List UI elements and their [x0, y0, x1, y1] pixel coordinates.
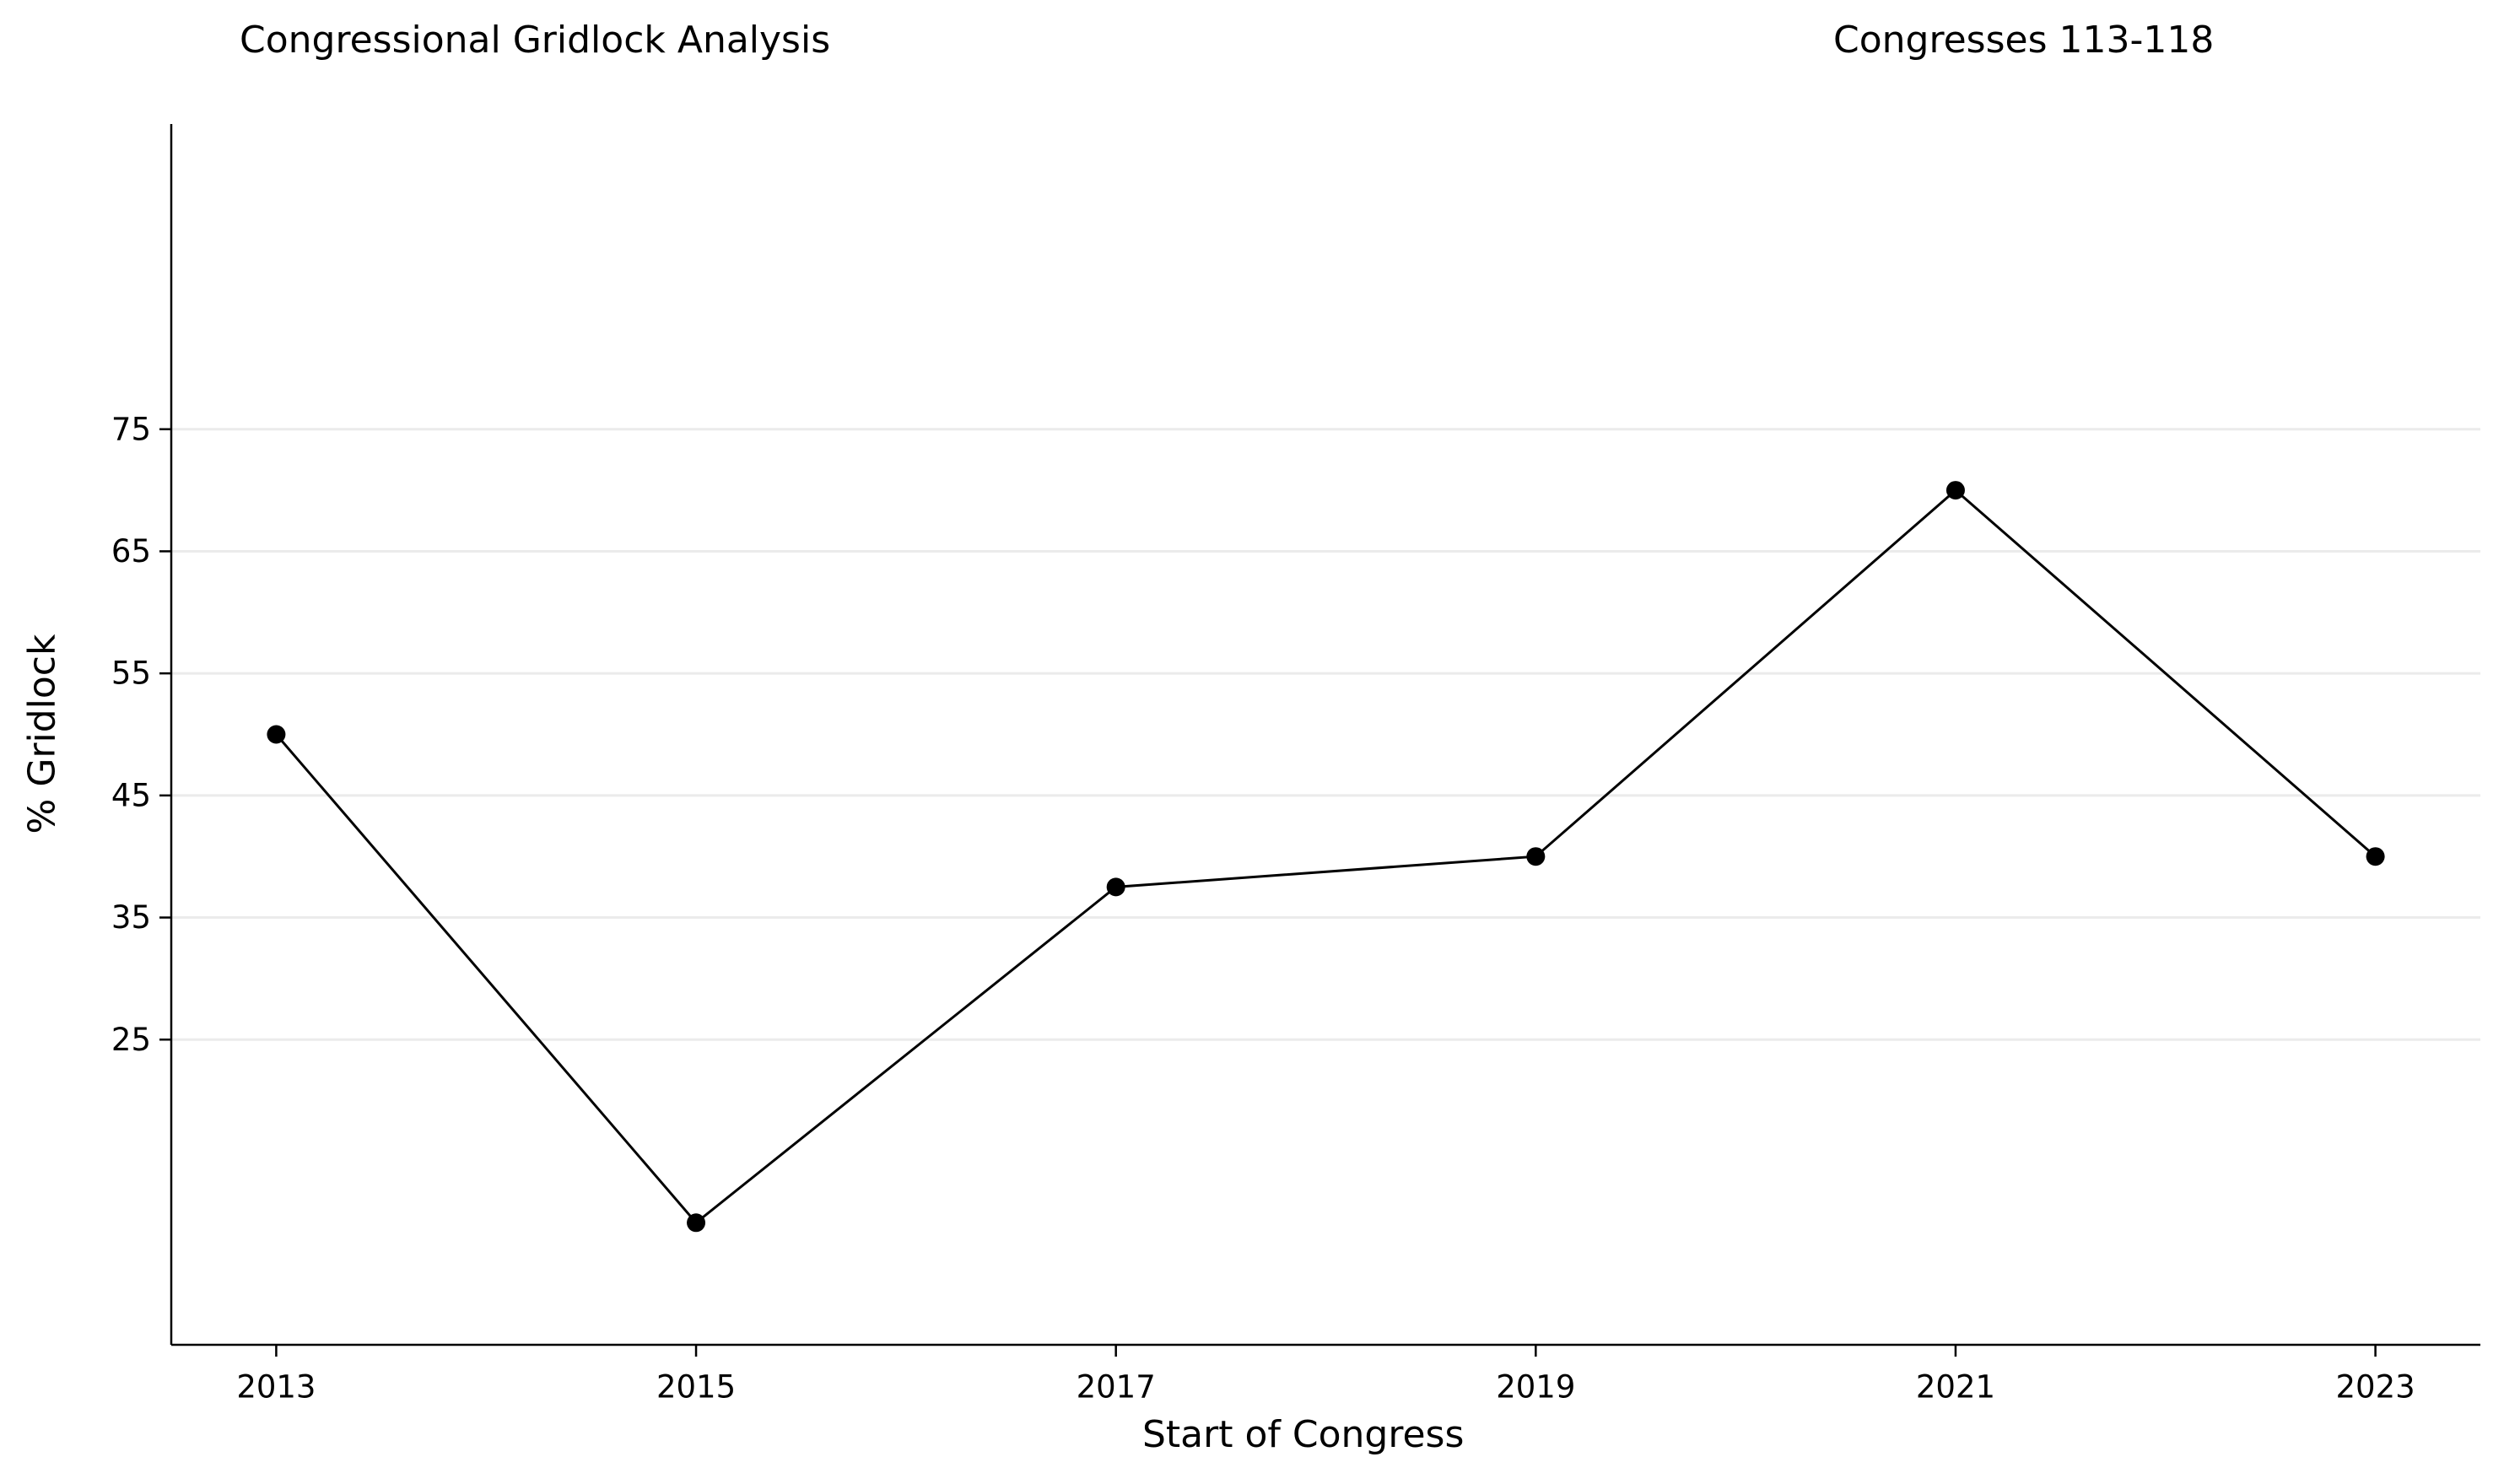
- axes: [170, 124, 2480, 1346]
- x-tick-label: 2021: [1916, 1369, 1995, 1406]
- data-point: [267, 725, 286, 744]
- tick-marks: [159, 428, 2377, 1357]
- data-point: [1945, 481, 1965, 500]
- x-axis-label: Start of Congress: [1142, 1413, 1465, 1456]
- y-tick-label: 35: [111, 899, 151, 936]
- x-tick-label: 2017: [1077, 1369, 1156, 1406]
- chart-title: Congressional Gridlock Analysis: [240, 19, 831, 62]
- y-tick-label: 75: [111, 411, 151, 447]
- tick-labels: 25 35 45 55 65 75 2013 2015 2017 2019 2021 2023: [111, 411, 2415, 1405]
- gridlines: [171, 428, 2480, 1041]
- y-tick-label: 45: [111, 777, 151, 813]
- x-tick-label: 2015: [656, 1369, 736, 1406]
- x-tick-label: 2013: [236, 1369, 316, 1406]
- y-axis-label: % Gridlock: [20, 634, 64, 834]
- data-point: [1106, 877, 1125, 897]
- x-tick-label: 2019: [1496, 1369, 1575, 1406]
- y-tick-label: 55: [111, 656, 151, 692]
- data-point: [2366, 847, 2385, 866]
- y-tick-label: 25: [111, 1022, 151, 1058]
- data-point: [687, 1213, 706, 1233]
- y-tick-label: 65: [111, 533, 151, 569]
- data-series: [267, 481, 2385, 1233]
- series-line: [275, 488, 2377, 1225]
- chart-subtitle: Congresses 113-118: [1833, 19, 2215, 62]
- x-tick-label: 2023: [2336, 1369, 2415, 1406]
- data-point: [1526, 847, 1546, 866]
